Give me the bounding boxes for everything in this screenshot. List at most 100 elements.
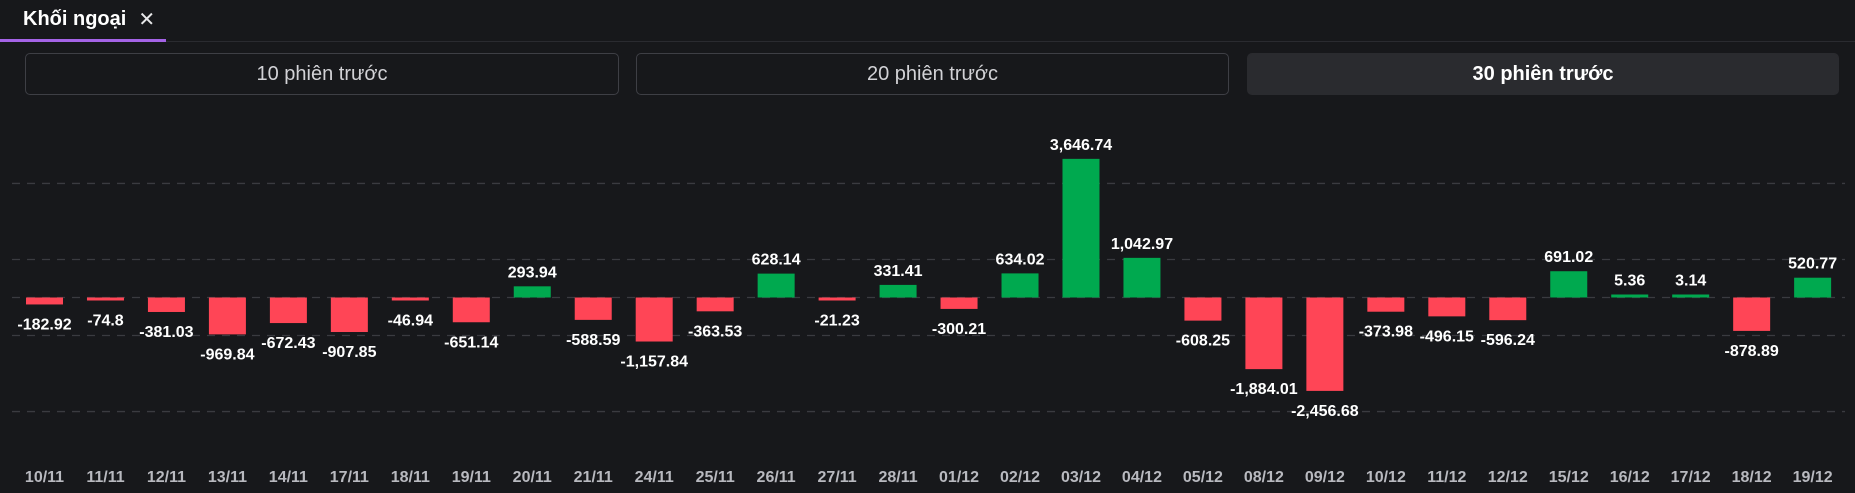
value-label: -969.84	[200, 346, 254, 363]
x-tick-label: 02/12	[1000, 469, 1040, 486]
value-label: 331.41	[874, 263, 923, 280]
x-tick-label: 27/11	[818, 469, 857, 486]
x-tick-label: 15/12	[1549, 469, 1589, 486]
x-tick-label: 19/12	[1793, 469, 1833, 486]
x-tick-label: 11/12	[1427, 469, 1466, 486]
value-label: -651.14	[444, 334, 498, 351]
x-tick-label: 14/11	[269, 469, 308, 486]
value-label: -2,456.68	[1291, 403, 1359, 420]
value-label: 3,646.74	[1050, 137, 1112, 154]
bar-18/12[interactable]	[1733, 297, 1771, 331]
value-label: -381.03	[139, 324, 193, 341]
bar-14/11[interactable]	[269, 297, 307, 324]
x-tick-label: 04/12	[1122, 469, 1162, 486]
bar-12/12[interactable]	[1489, 297, 1527, 321]
bar-28/11[interactable]	[879, 284, 917, 298]
bar-17/12[interactable]	[1672, 294, 1710, 298]
chart-x-labels: 10/11 11/11 12/11 13/11 14/11 17/11 18/11 19/11…	[25, 469, 1833, 486]
x-tick-label: 20/11	[513, 469, 552, 486]
bar-17/11[interactable]	[330, 297, 368, 333]
value-label: -1,157.84	[620, 354, 688, 371]
value-label: 691.02	[1544, 249, 1593, 266]
value-label: -74.8	[87, 313, 124, 330]
value-label: -363.53	[688, 323, 742, 340]
value-label: -21.23	[814, 313, 859, 330]
value-label: -373.98	[1359, 324, 1413, 341]
value-label: -608.25	[1176, 333, 1230, 350]
chart-value-labels: -182.92 -74.8 -381.03 -969.84 -672.43 -907.85…	[17, 137, 1837, 420]
value-label: -588.59	[566, 332, 620, 349]
value-label: -907.85	[322, 344, 376, 361]
bar-11/12[interactable]	[1428, 297, 1466, 317]
bar-05/12[interactable]	[1184, 297, 1222, 321]
bar-08/12[interactable]	[1245, 297, 1283, 370]
bar-19/11[interactable]	[452, 297, 490, 323]
range-30-sessions-button[interactable]: 30 phiên trước	[1247, 53, 1839, 95]
bar-09/12[interactable]	[1306, 297, 1344, 391]
x-tick-label: 18/11	[391, 469, 430, 486]
x-tick-label: 09/12	[1305, 469, 1345, 486]
value-label: 3.14	[1675, 273, 1706, 290]
value-label: 5.36	[1614, 273, 1645, 290]
bar-20/11[interactable]	[513, 286, 551, 298]
value-label: -596.24	[1481, 332, 1535, 349]
value-label: -46.94	[388, 313, 433, 330]
bar-15/12[interactable]	[1550, 271, 1588, 298]
x-tick-label: 18/12	[1732, 469, 1772, 486]
value-label: 634.02	[996, 251, 1045, 268]
x-tick-label: 11/11	[86, 469, 124, 486]
bar-10/11[interactable]	[26, 297, 63, 305]
bar-11/11[interactable]	[86, 297, 124, 301]
x-tick-label: 12/12	[1488, 469, 1528, 486]
bar-16/12[interactable]	[1611, 294, 1649, 298]
value-label: -182.92	[17, 316, 71, 333]
x-tick-label: 28/11	[879, 469, 918, 486]
tab-label: Khối ngoại	[23, 8, 127, 30]
bar-13/11[interactable]	[208, 297, 246, 335]
x-tick-label: 10/11	[25, 469, 64, 486]
x-tick-label: 01/12	[939, 469, 979, 486]
value-label: -1,884.01	[1230, 381, 1298, 398]
x-tick-label: 13/11	[208, 469, 247, 486]
x-tick-label: 24/11	[635, 469, 674, 486]
bar-18/11[interactable]	[391, 297, 429, 301]
range-20-sessions-button[interactable]: 20 phiên trước	[636, 53, 1229, 95]
value-label: -878.89	[1725, 343, 1779, 360]
x-tick-label: 17/11	[330, 469, 369, 486]
bar-21/11[interactable]	[574, 297, 612, 320]
x-tick-label: 03/12	[1061, 469, 1101, 486]
x-tick-label: 05/12	[1183, 469, 1223, 486]
x-tick-label: 26/11	[757, 469, 796, 486]
x-tick-label: 25/11	[696, 469, 735, 486]
x-tick-label: 17/12	[1671, 469, 1711, 486]
bar-24/11[interactable]	[635, 297, 673, 342]
bar-01/12[interactable]	[940, 297, 978, 309]
tab-khoi-ngoai[interactable]: Khối ngoại ✕	[0, 0, 166, 42]
value-label: -672.43	[261, 335, 315, 352]
value-label: 1,042.97	[1111, 236, 1173, 253]
value-label: 520.77	[1788, 256, 1837, 273]
value-label: -300.21	[932, 321, 986, 338]
value-label: -496.15	[1420, 328, 1474, 345]
bar-02/12[interactable]	[1001, 273, 1039, 298]
x-tick-label: 21/11	[574, 469, 613, 486]
x-tick-label: 19/11	[452, 469, 491, 486]
bar-19/12[interactable]	[1794, 277, 1832, 298]
bar-26/11[interactable]	[757, 273, 795, 298]
value-label: 293.94	[508, 264, 557, 281]
bar-27/11[interactable]	[818, 297, 856, 301]
x-tick-label: 12/11	[147, 469, 186, 486]
x-tick-label: 10/12	[1366, 469, 1406, 486]
value-label: 628.14	[752, 252, 801, 269]
bar-12/11[interactable]	[147, 297, 185, 312]
close-icon[interactable]: ✕	[138, 8, 156, 31]
bar-03/12[interactable]	[1062, 158, 1100, 298]
bar-25/11[interactable]	[696, 297, 734, 312]
bar-04/12[interactable]	[1123, 257, 1161, 298]
bar-10/12[interactable]	[1367, 297, 1405, 312]
x-tick-label: 16/12	[1610, 469, 1650, 486]
chart-gridlines	[12, 182, 1845, 413]
x-tick-label: 08/12	[1244, 469, 1284, 486]
range-10-sessions-button[interactable]: 10 phiên trước	[25, 53, 619, 95]
